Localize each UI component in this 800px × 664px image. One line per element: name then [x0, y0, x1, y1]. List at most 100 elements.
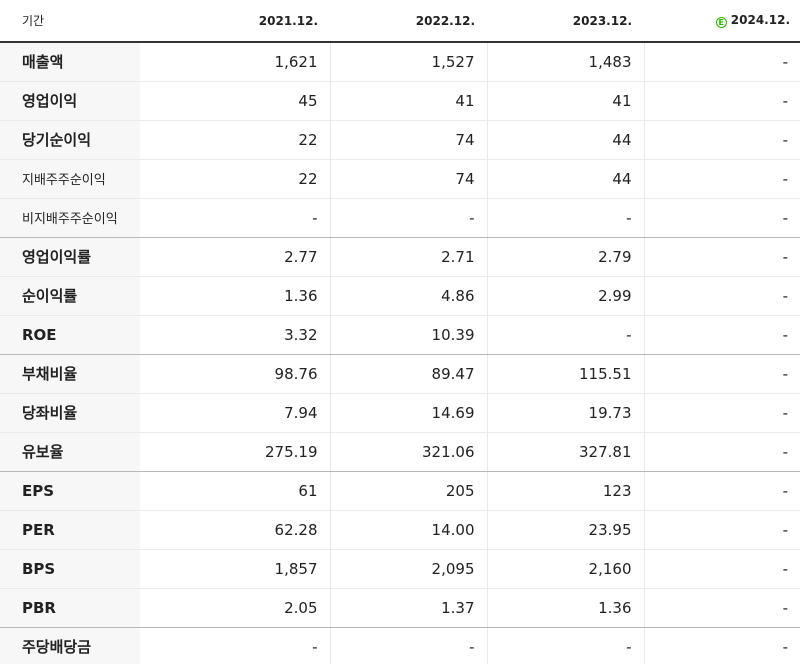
row-label: 유보율 — [0, 432, 140, 472]
table-cell: - — [643, 120, 800, 160]
table-cell: - — [643, 627, 800, 664]
table-cell: - — [140, 627, 330, 664]
table-cell: - — [643, 237, 800, 277]
table-cell: 2.05 — [140, 588, 330, 628]
table-cell: 1,483 — [486, 42, 644, 82]
table-cell: 3.32 — [140, 315, 330, 355]
year-header-2021: 2021.12. — [140, 0, 330, 43]
table-cell: 74 — [329, 120, 487, 160]
year-header-2024-estimate: E 2024.12. — [644, 0, 800, 43]
table-cell: 123 — [486, 471, 644, 511]
table-cell: 22 — [140, 159, 330, 199]
table-row: 당기순이익 22 74 44 - — [0, 120, 800, 160]
table-cell: - — [329, 627, 487, 664]
row-label: 주당배당금 — [0, 627, 140, 664]
table-row: 주당배당금 - - - - — [0, 627, 800, 664]
table-cell: 62.28 — [140, 510, 330, 550]
table-row: 비지배주주순이익 - - - - — [0, 198, 800, 238]
row-label: 영업이익 — [0, 81, 140, 121]
table-cell: 321.06 — [329, 432, 487, 472]
row-label: 비지배주주순이익 — [0, 198, 140, 238]
table-cell: - — [643, 432, 800, 472]
row-label: 당기순이익 — [0, 120, 140, 160]
row-label: EPS — [0, 471, 140, 511]
table-cell: - — [643, 393, 800, 433]
table-cell: 61 — [140, 471, 330, 511]
table-row: PER 62.28 14.00 23.95 - — [0, 510, 800, 550]
table-cell: 2.99 — [486, 276, 644, 316]
table-row: 순이익률 1.36 4.86 2.99 - — [0, 276, 800, 316]
table-cell: 327.81 — [486, 432, 644, 472]
table-cell: - — [643, 81, 800, 121]
table-cell: - — [329, 198, 487, 238]
table-cell: 74 — [329, 159, 487, 199]
row-label: BPS — [0, 549, 140, 589]
estimate-icon: E — [715, 17, 727, 28]
table-cell: 98.76 — [140, 354, 330, 394]
row-label: PER — [0, 510, 140, 550]
table-cell: - — [486, 315, 644, 355]
table-cell: - — [140, 198, 330, 238]
row-label: 매출액 — [0, 42, 140, 82]
table-cell: 2.77 — [140, 237, 330, 277]
row-label: 당좌비율 — [0, 393, 140, 433]
table-cell: 1,527 — [329, 42, 487, 82]
row-label: ROE — [0, 315, 140, 355]
table-row: BPS 1,857 2,095 2,160 - — [0, 549, 800, 589]
table-cell: 22 — [140, 120, 330, 160]
table-cell: 10.39 — [329, 315, 487, 355]
year-header-2024-label: 2024.12. — [730, 13, 790, 27]
table-cell: 1.36 — [486, 588, 644, 628]
table-cell: - — [486, 627, 644, 664]
table-cell: - — [643, 42, 800, 82]
table-row: 영업이익 45 41 41 - — [0, 81, 800, 121]
table-cell: 1.37 — [329, 588, 487, 628]
row-label: 순이익률 — [0, 276, 140, 316]
table-row: 영업이익률 2.77 2.71 2.79 - — [0, 237, 800, 277]
table-cell: - — [643, 471, 800, 511]
table-cell: 44 — [486, 159, 644, 199]
table-cell: 2,095 — [329, 549, 487, 589]
table-cell: 275.19 — [140, 432, 330, 472]
table-cell: 14.00 — [329, 510, 487, 550]
row-label: 부채비율 — [0, 354, 140, 394]
table-cell: - — [643, 315, 800, 355]
table-cell: 205 — [329, 471, 487, 511]
table-cell: 1,857 — [140, 549, 330, 589]
table-cell: - — [643, 510, 800, 550]
table-cell: 44 — [486, 120, 644, 160]
table-row: 부채비율 98.76 89.47 115.51 - — [0, 354, 800, 394]
table-cell: 23.95 — [486, 510, 644, 550]
table-row: EPS 61 205 123 - — [0, 471, 800, 511]
table-cell: - — [643, 588, 800, 628]
year-header-2023: 2023.12. — [487, 0, 644, 43]
row-label: 지배주주순이익 — [0, 159, 140, 199]
table-row: ROE 3.32 10.39 - - — [0, 315, 800, 355]
table-header-row: 기간 2021.12. 2022.12. 2023.12. E 2024.12. — [0, 0, 800, 43]
table-cell: 41 — [486, 81, 644, 121]
table-cell: - — [643, 276, 800, 316]
table-cell: 7.94 — [140, 393, 330, 433]
table-cell: 2.79 — [486, 237, 644, 277]
table-cell: 1.36 — [140, 276, 330, 316]
row-label: PBR — [0, 588, 140, 628]
table-cell: - — [643, 354, 800, 394]
table-cell: - — [643, 198, 800, 238]
table-cell: 45 — [140, 81, 330, 121]
table-cell: - — [486, 198, 644, 238]
table-cell: 115.51 — [486, 354, 644, 394]
table-row: 당좌비율 7.94 14.69 19.73 - — [0, 393, 800, 433]
period-header: 기간 — [0, 0, 140, 43]
table-cell: 2.71 — [329, 237, 487, 277]
table-cell: 19.73 — [486, 393, 644, 433]
table-cell: 41 — [329, 81, 487, 121]
table-cell: 14.69 — [329, 393, 487, 433]
year-header-2022: 2022.12. — [330, 0, 487, 43]
table-row: PBR 2.05 1.37 1.36 - — [0, 588, 800, 628]
row-label: 영업이익률 — [0, 237, 140, 277]
table-cell: - — [643, 159, 800, 199]
table-cell: - — [643, 549, 800, 589]
table-cell: 4.86 — [329, 276, 487, 316]
table-cell: 1,621 — [140, 42, 330, 82]
